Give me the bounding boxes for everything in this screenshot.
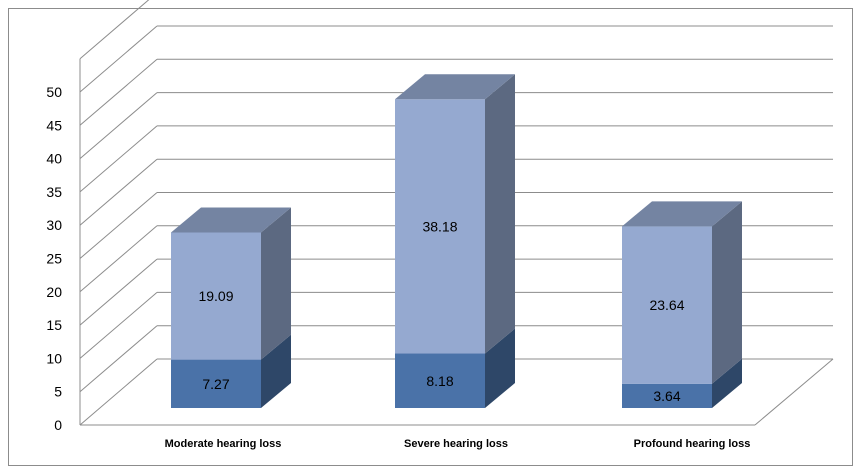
side-gridline — [79, 0, 150, 60]
x-tick-label: Profound hearing loss — [634, 438, 751, 450]
data-label: 8.18 — [426, 373, 453, 389]
y-tick-label: 20 — [46, 284, 62, 300]
bar-side-face — [712, 201, 742, 384]
bar-segment — [622, 226, 712, 384]
y-tick-label: 0 — [54, 417, 62, 433]
y-tick-label: 45 — [46, 117, 62, 133]
bar-segment — [171, 359, 261, 408]
bar-segment — [395, 353, 485, 408]
floor-right-edge — [754, 358, 834, 426]
bar-side-face — [485, 328, 515, 408]
side-gridline — [79, 58, 158, 126]
bar-top-face — [395, 74, 515, 100]
bar-side-face — [261, 207, 291, 360]
bar-segment — [171, 232, 261, 360]
bar-side-face — [712, 358, 742, 408]
side-gridline — [79, 292, 158, 359]
side-gridline — [79, 192, 158, 259]
bar-segment — [622, 383, 712, 408]
y-tick-label: 35 — [46, 184, 62, 200]
data-label: 3.64 — [653, 388, 680, 404]
y-tick-label: 15 — [46, 317, 62, 333]
data-label: 7.27 — [202, 376, 229, 392]
bar-segment — [395, 99, 485, 354]
side-gridline — [79, 125, 158, 193]
y-tick-label: 50 — [46, 84, 62, 100]
side-gridline — [79, 358, 158, 426]
x-tick-label: Severe hearing loss — [404, 438, 508, 450]
y-tick-label: 25 — [46, 251, 62, 267]
data-label: 19.09 — [198, 288, 233, 304]
side-gridline — [79, 92, 158, 159]
side-gridline — [79, 225, 158, 293]
labels-layer: 0 5 10 15 20 25 30 35 40 45 50 7.27 19.09 Moderate he… — [46, 84, 750, 450]
side-gridline — [79, 325, 158, 393]
bar-top-face — [622, 201, 742, 227]
y-tick-label: 10 — [46, 350, 62, 366]
bar-side-face — [261, 334, 291, 408]
side-gridline — [79, 258, 158, 326]
data-label: 38.18 — [422, 218, 457, 234]
data-label: 23.64 — [649, 297, 684, 313]
y-tick-label: 40 — [46, 151, 62, 167]
y-tick-label: 5 — [54, 384, 62, 400]
y-tick-label: 30 — [46, 217, 62, 233]
side-gridline — [79, 25, 158, 93]
bars-layer — [171, 74, 742, 408]
x-tick-label: Moderate hearing loss — [165, 438, 282, 450]
bar-side-face — [485, 74, 515, 354]
bar-top-face — [171, 207, 291, 233]
side-gridline — [79, 158, 158, 226]
